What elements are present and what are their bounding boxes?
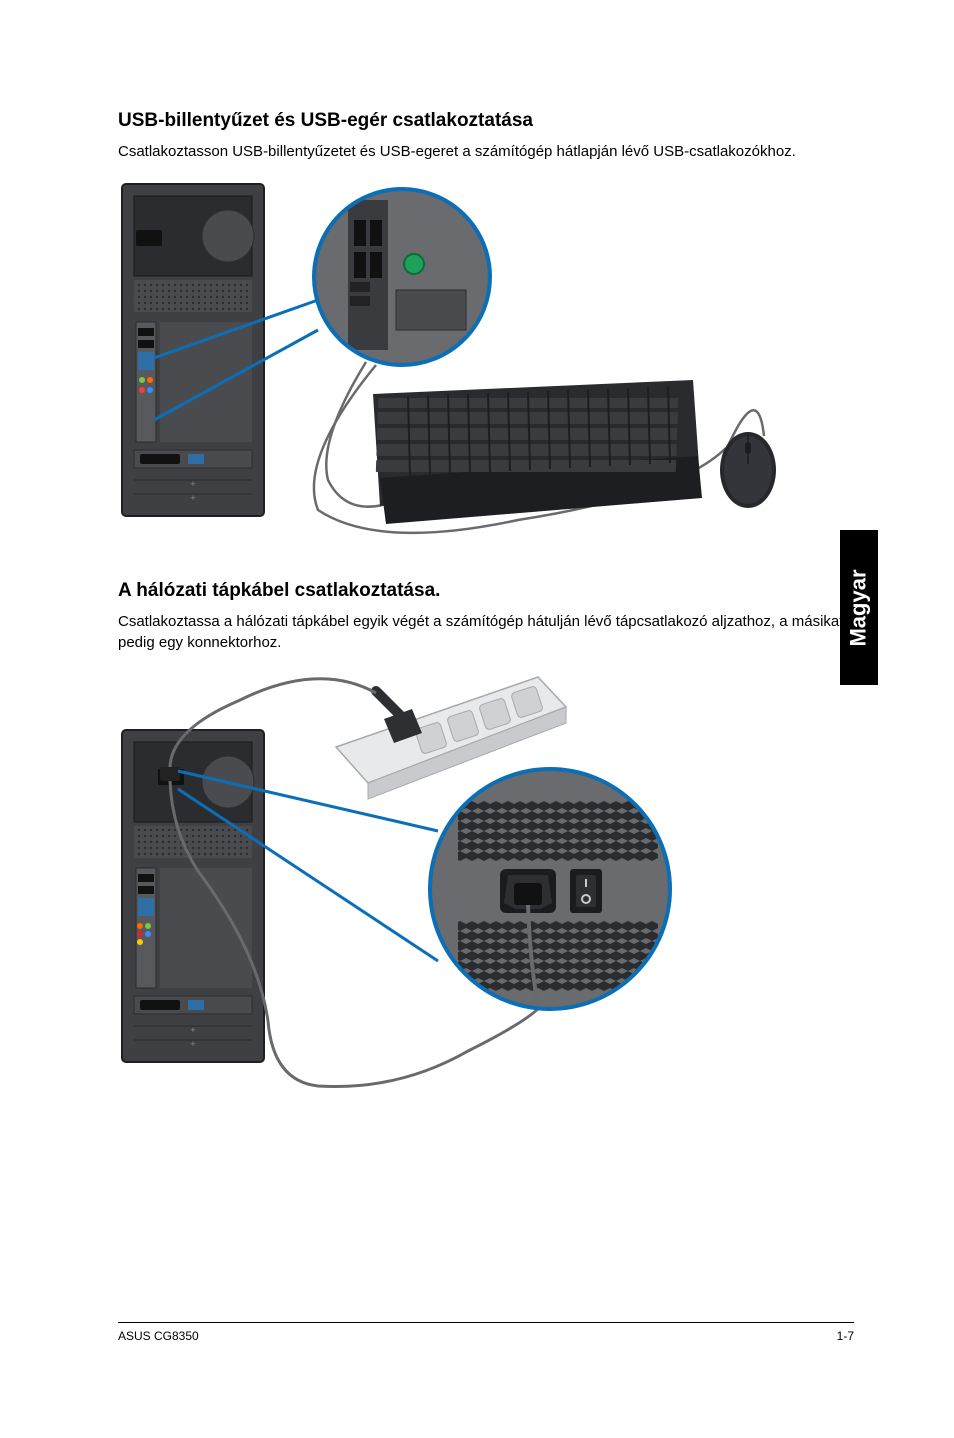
figure-power-cable: + +: [118, 671, 854, 1101]
language-tab: Magyar: [840, 530, 878, 685]
keyboard-icon: [373, 380, 702, 524]
footer-page-number: 1-7: [837, 1329, 854, 1343]
pc-tower-rear-icon: + +: [122, 730, 264, 1062]
section1-body: Csatlakoztasson USB-billentyűzetet és US…: [118, 142, 854, 162]
footer-model: ASUS CG8350: [118, 1329, 199, 1343]
svg-text:+: +: [467, 785, 473, 796]
psu-socket-closeup-icon: + + +: [430, 769, 670, 1009]
svg-text:+: +: [190, 479, 195, 489]
svg-text:+: +: [627, 785, 633, 796]
language-tab-label: Magyar: [846, 569, 872, 646]
svg-text:+: +: [190, 1039, 195, 1049]
pc-tower-rear-icon: + +: [122, 184, 264, 516]
manual-page: USB-billentyűzet és USB-egér csatlakozta…: [0, 0, 954, 1438]
page-footer: ASUS CG8350 1-7: [118, 1322, 854, 1343]
figure-usb-keyboard-mouse: + +: [118, 180, 854, 535]
svg-text:+: +: [190, 493, 195, 503]
svg-text:+: +: [467, 985, 473, 996]
section2-body: Csatlakoztassa a hálózati tápkábel egyik…: [118, 612, 854, 653]
usb-port-closeup-icon: [314, 189, 490, 365]
section1-heading: USB-billentyűzet és USB-egér csatlakozta…: [118, 110, 854, 132]
svg-text:+: +: [190, 1025, 195, 1035]
mouse-icon: [720, 432, 776, 508]
section2-heading: A hálózati tápkábel csatlakoztatása.: [118, 580, 854, 602]
